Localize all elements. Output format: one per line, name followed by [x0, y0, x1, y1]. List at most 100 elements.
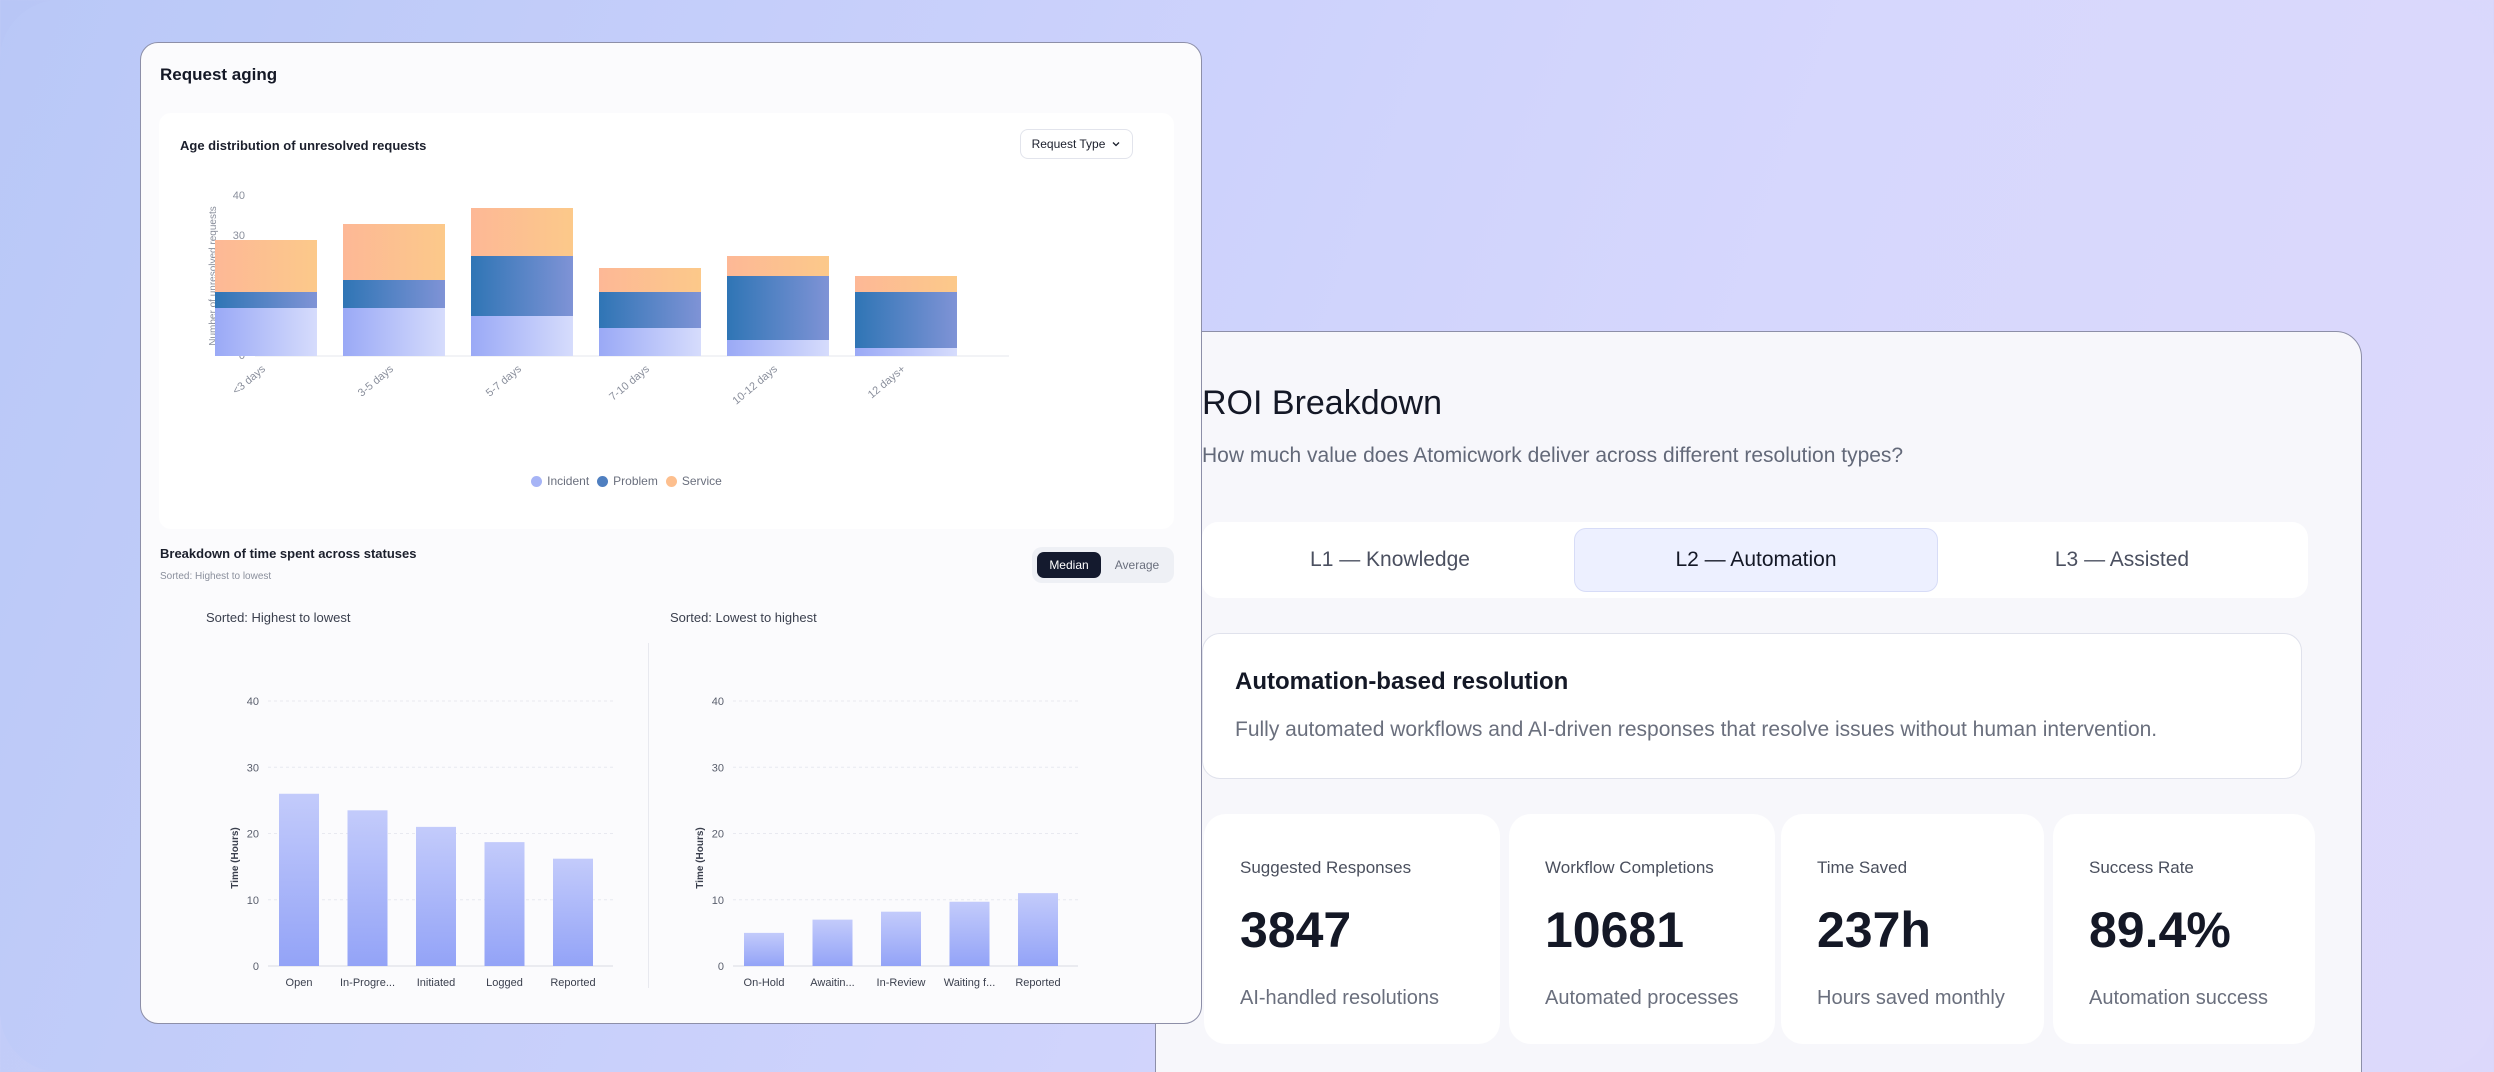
- x-tick-label: Reported: [550, 977, 595, 989]
- chart-legend: Incident Problem Service: [159, 474, 1174, 488]
- request-type-dropdown[interactable]: Request Type: [1020, 129, 1133, 159]
- stat-value: 89.4%: [2089, 902, 2231, 958]
- request-type-label: Request Type: [1031, 137, 1106, 151]
- roi-breakdown-card: ROI Breakdown How much value does Atomic…: [1155, 331, 2362, 1072]
- roi-subtitle: How much value does Atomicwork deliver a…: [1202, 444, 1904, 467]
- legend-problem[interactable]: Problem: [597, 474, 658, 488]
- bar[interactable]: [416, 826, 456, 966]
- legend-dot: [597, 475, 609, 487]
- roi-title: ROI Breakdown: [1202, 384, 1442, 422]
- age-distribution-panel: Age distribution of unresolved requests …: [159, 113, 1174, 529]
- bar[interactable]: [744, 932, 784, 966]
- y-tick-label: 20: [712, 829, 724, 841]
- y-tick-label: 40: [233, 190, 245, 202]
- bar-service-segment[interactable]: [599, 268, 701, 292]
- right-chart-title: Sorted: Lowest to highest: [670, 610, 817, 625]
- tab-l1-knowledge[interactable]: L1 — Knowledge: [1310, 548, 1470, 571]
- bar[interactable]: [347, 810, 388, 966]
- request-aging-title: Request aging: [160, 65, 278, 84]
- bar[interactable]: [553, 858, 593, 966]
- x-tick-label: Waiting f...: [944, 977, 996, 989]
- bar-problem-segment[interactable]: [727, 276, 829, 340]
- left-chart-title: Sorted: Highest to lowest: [206, 610, 351, 625]
- bar-problem-segment[interactable]: [855, 292, 957, 348]
- breakdown-subtitle: Sorted: Highest to lowest: [160, 571, 272, 582]
- y-axis-label: Number of unresolved requests: [208, 206, 219, 346]
- stat-label: Success Rate: [2089, 858, 2194, 877]
- stat-label: Suggested Responses: [1240, 858, 1412, 877]
- x-tick-label: 3-5 days: [356, 363, 396, 400]
- y-tick-label: 0: [718, 961, 724, 973]
- bar[interactable]: [881, 911, 921, 966]
- resolution-info-card: Automation-based resolution Fully automa…: [1202, 633, 2302, 779]
- stat-value: 237h: [1817, 902, 1931, 958]
- time-lowest-chart: 0 10 20 30 40 Time (Hours) On-Hold Awaitin... In…: [695, 696, 1078, 989]
- x-tick-label: Reported: [1015, 977, 1060, 989]
- bar-incident-segment[interactable]: [727, 340, 829, 356]
- y-tick-label: 10: [712, 895, 724, 907]
- y-tick-label: 10: [247, 895, 259, 907]
- y-tick-label: 40: [712, 696, 724, 708]
- bar-problem-segment[interactable]: [343, 280, 445, 308]
- x-tick-label: On-Hold: [744, 977, 785, 989]
- stat-card-suggested-responses: Suggested Responses 3847 AI-handled reso…: [1204, 814, 1500, 1044]
- bar-problem-segment[interactable]: [599, 292, 701, 328]
- bar[interactable]: [484, 842, 525, 966]
- stat-desc: Hours saved monthly: [1817, 987, 2005, 1009]
- x-tick-label: Logged: [486, 977, 523, 989]
- bar-service-segment[interactable]: [471, 208, 573, 256]
- tab-l3-assisted[interactable]: L3 — Assisted: [2054, 548, 2190, 571]
- stat-card-time-saved: Time Saved 237h Hours saved monthly: [1781, 814, 2044, 1044]
- bar-service-segment[interactable]: [343, 224, 445, 280]
- chevron-down-icon: [1112, 142, 1120, 147]
- average-button[interactable]: Average: [1114, 558, 1160, 572]
- legend-incident[interactable]: Incident: [531, 474, 589, 488]
- bar-service-segment[interactable]: [855, 276, 957, 292]
- x-tick-label: 12 days+: [866, 363, 908, 401]
- y-tick-label: 20: [247, 829, 259, 841]
- bar-incident-segment[interactable]: [471, 316, 573, 356]
- bar[interactable]: [279, 793, 319, 966]
- age-distribution-chart: 010203040Number of unresolved requests<3…: [208, 190, 1009, 407]
- x-tick-label: Awaitin...: [810, 977, 854, 989]
- resolution-tabs: L1 — Knowledge L2 — Automation L3 — Assi…: [1202, 522, 2308, 598]
- x-tick-label: Initiated: [417, 977, 456, 989]
- y-axis-label: Time (Hours): [695, 827, 706, 889]
- legend-dot: [531, 475, 543, 487]
- bar-incident-segment[interactable]: [343, 308, 445, 356]
- bar-incident-segment[interactable]: [855, 348, 957, 356]
- legend-label: Incident: [547, 474, 590, 488]
- x-tick-label: Open: [286, 977, 313, 989]
- legend-label: Service: [681, 474, 722, 488]
- y-tick-label: 30: [233, 230, 245, 242]
- bar-incident-segment[interactable]: [599, 328, 701, 356]
- time-highest-chart: 0 10 20 30 40 Time (Hours) Open In-Progre... Ini…: [230, 696, 613, 989]
- bar-service-segment[interactable]: [215, 240, 317, 292]
- bar[interactable]: [949, 901, 990, 966]
- x-tick-label: 10-12 days: [731, 363, 781, 407]
- legend-service[interactable]: Service: [665, 474, 722, 488]
- median-average-toggle: Median Average: [1032, 547, 1174, 583]
- bar[interactable]: [812, 919, 853, 966]
- bar-service-segment[interactable]: [727, 256, 829, 276]
- x-tick-label: In-Progre...: [340, 977, 395, 989]
- x-tick-label: 5-7 days: [484, 363, 524, 400]
- y-tick-label: 30: [712, 762, 724, 774]
- x-tick-label: In-Review: [877, 977, 926, 989]
- y-tick-label: 30: [247, 762, 259, 774]
- stat-card-workflow-completions: Workflow Completions 10681 Automated pro…: [1509, 814, 1775, 1044]
- stat-label: Workflow Completions: [1545, 858, 1714, 877]
- chart-divider: [648, 643, 649, 988]
- bar[interactable]: [1018, 893, 1058, 966]
- request-aging-card: Request aging Age distribution of unreso…: [140, 42, 1202, 1024]
- stat-value: 10681: [1545, 902, 1685, 958]
- bar-problem-segment[interactable]: [215, 292, 317, 308]
- bar-incident-segment[interactable]: [215, 308, 317, 356]
- stat-desc: AI-handled resolutions: [1240, 987, 1440, 1009]
- tab-l2-automation[interactable]: L2 — Automation: [1574, 528, 1938, 592]
- stat-desc: Automation success: [2089, 987, 2268, 1009]
- breakdown-title: Breakdown of time spent across statuses: [160, 546, 417, 561]
- bar-problem-segment[interactable]: [471, 256, 573, 316]
- median-button[interactable]: Median: [1037, 552, 1101, 578]
- resolution-info-text: Fully automated workflows and AI-driven …: [1235, 718, 2158, 741]
